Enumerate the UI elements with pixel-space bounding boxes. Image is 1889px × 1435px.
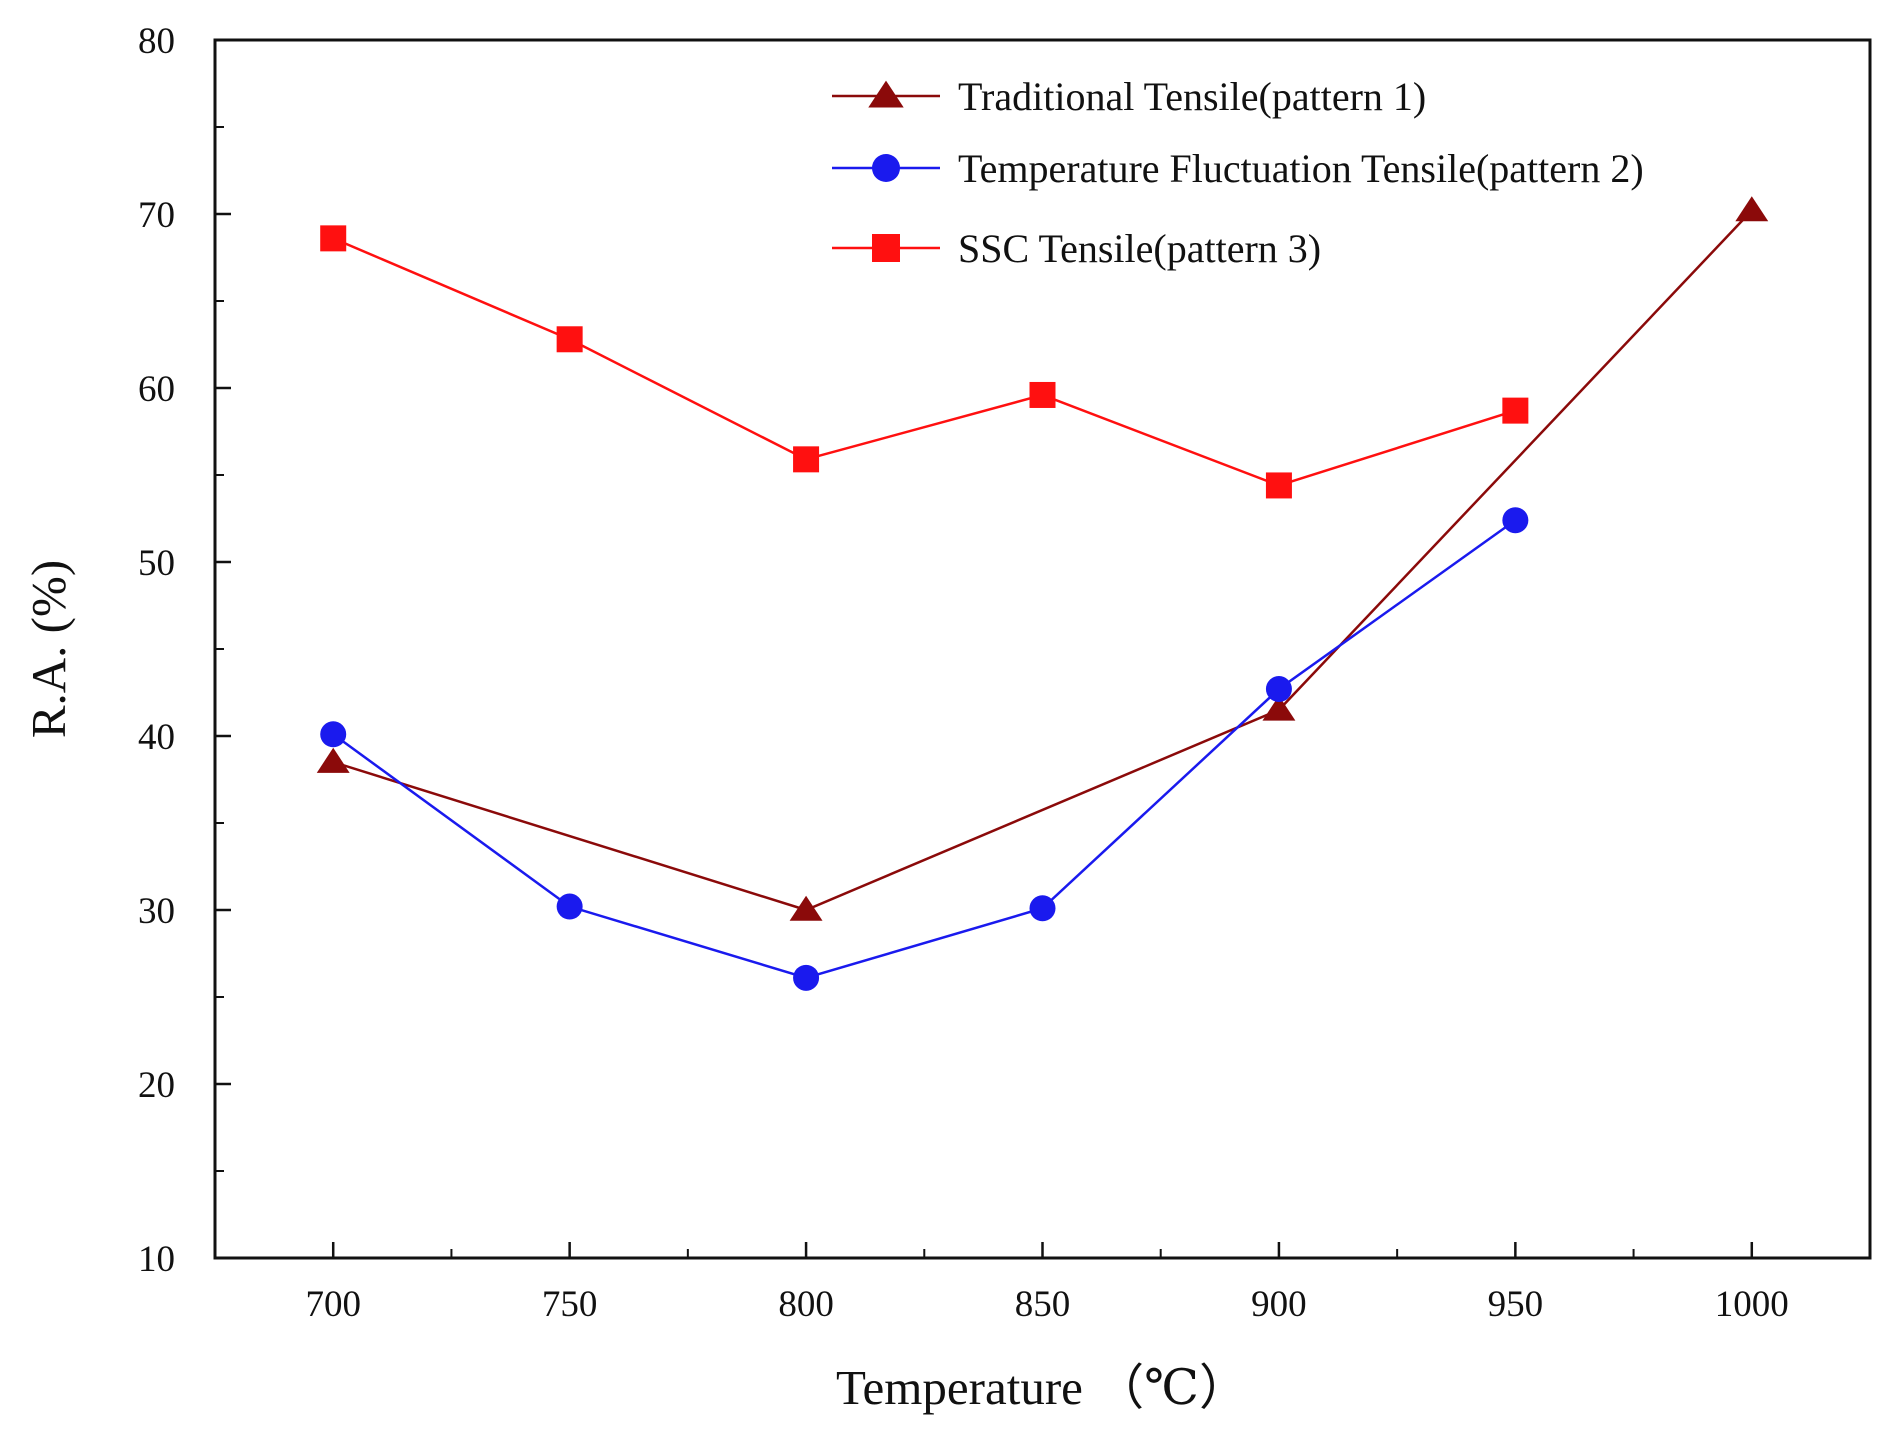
series-line [332,519,1517,980]
y-tick-label: 40 [138,717,175,758]
x-axis-title: Temperature （℃） [836,1360,1248,1415]
plot-frame [213,38,1872,1260]
data-point [556,893,583,920]
legend-label: Temperature Fluctuation Tensile(pattern … [958,146,1644,191]
x-tick-label: 800 [778,1284,834,1325]
y-tick-label: 20 [138,1065,175,1106]
series-triangle [316,196,1769,921]
y-tick-label: 60 [138,369,175,410]
legend-marker [872,154,900,182]
series-square [320,225,1529,499]
x-tick-label: 750 [542,1284,598,1325]
legend-entry: Temperature Fluctuation Tensile(pattern … [832,146,1644,191]
series-line [332,209,1753,912]
y-axis-title: R.A. (%) [21,560,76,738]
x-tick-label: 950 [1488,1284,1544,1325]
x-tick-label: 850 [1015,1284,1071,1325]
series-line [332,237,1516,487]
y-tick-label: 50 [138,543,175,584]
y-tick-label: 10 [138,1239,175,1280]
data-point [1265,676,1292,703]
legend-entry: Traditional Tensile(pattern 1) [832,74,1426,119]
legend-label: Traditional Tensile(pattern 1) [958,74,1426,119]
data-point [1262,695,1296,721]
axis-ticks: 700 750 800 850 900 950 1000 10 20 30 40 50 60 70 80 [138,21,1789,1325]
data-point [1029,381,1056,408]
x-tick-label: 1000 [1715,1284,1789,1325]
legend: Traditional Tensile(pattern 1) Temperatur… [832,74,1644,271]
x-tick-label: 900 [1251,1284,1307,1325]
data-point [793,446,820,473]
legend-marker [868,80,904,108]
y-tick-label: 70 [138,195,175,236]
data-point [320,225,347,252]
y-tick-label: 30 [138,891,175,932]
series-layer [316,196,1769,991]
data-point [793,964,820,991]
legend-marker [872,234,900,262]
x-tick-label: 700 [305,1284,361,1325]
data-point [1029,895,1056,922]
data-point [316,747,350,773]
data-point [789,895,823,921]
data-point [320,721,347,748]
data-point [1502,507,1529,534]
data-point [1265,472,1292,499]
series-circle [320,507,1529,991]
data-point [1735,196,1769,222]
legend-label: SSC Tensile(pattern 3) [958,226,1321,271]
data-point [1502,397,1529,424]
legend-entry: SSC Tensile(pattern 3) [832,226,1321,271]
y-tick-label: 80 [138,21,175,62]
data-point [556,326,583,353]
